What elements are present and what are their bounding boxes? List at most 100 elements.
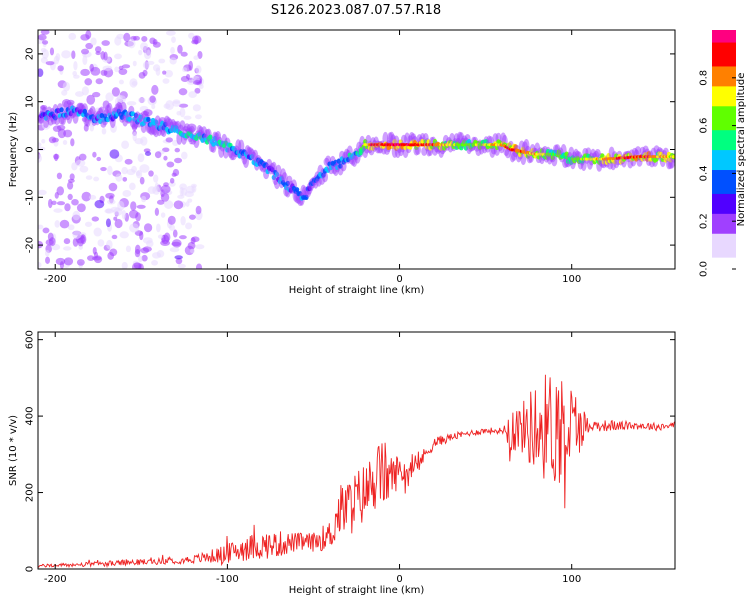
spectrogram-noise-cell	[178, 88, 188, 96]
spectrogram-noise-cell	[79, 165, 89, 173]
spectrogram-noise-cell	[107, 199, 116, 205]
spectrogram-noise-cell	[91, 216, 100, 222]
spectrogram-noise-cell	[191, 39, 199, 45]
spectrogram-noise-cell	[106, 239, 113, 250]
spectrogram-noise-cell	[49, 47, 55, 56]
spectrogram-noise-cell	[38, 154, 42, 163]
spectrogram-noise-cell	[67, 193, 73, 201]
spectrogram-noise-cell	[61, 50, 71, 59]
spectrogram-noise-cell	[77, 237, 84, 247]
spectrogram-noise-cell	[100, 166, 107, 172]
spectrogram-noise-cell	[53, 55, 60, 65]
spectrogram-noise-cell	[100, 51, 106, 60]
top-y-tick-label: 20	[25, 48, 36, 61]
spectrogram-ridge-cell	[59, 107, 64, 113]
spectrogram-noise-cell	[138, 49, 143, 56]
spectrogram-noise-cell	[62, 140, 68, 145]
top-y-tick-label: 0	[25, 146, 36, 152]
spectrogram-ridge-cell	[208, 134, 213, 140]
colorbar-swatch	[712, 241, 736, 246]
spectrogram-noise-cell	[41, 40, 49, 45]
spectrogram-noise-cell	[180, 216, 186, 226]
colorbar-swatch	[712, 57, 736, 63]
colorbar-swatch	[712, 153, 736, 159]
spectrogram-noise-cell	[94, 46, 102, 53]
colorbar-swatch	[712, 81, 736, 87]
colorbar-swatch	[712, 245, 736, 250]
colorbar-tick-label: 0.0	[699, 261, 710, 277]
spectrogram-noise-cell	[42, 227, 50, 234]
spectrogram-noise-cell	[139, 176, 145, 185]
bottom-frame	[37, 331, 676, 570]
spectrogram-noise-cell	[38, 142, 42, 147]
spectrogram-noise-cell	[81, 86, 89, 96]
spectrogram-noise-cell	[38, 262, 42, 268]
spectrogram-noise-cell	[185, 222, 193, 230]
spectrogram-noise-cell	[48, 198, 53, 209]
spectrogram-noise-cell	[180, 75, 190, 82]
colorbar-swatch	[712, 189, 736, 194]
spectrogram-noise-cell	[56, 201, 66, 206]
colorbar-swatch	[712, 129, 736, 135]
spectrogram-noise-cell	[53, 208, 63, 213]
spectrogram-noise-cell	[131, 165, 137, 173]
colorbar-swatch	[712, 105, 736, 111]
spectrogram-noise-cell	[133, 35, 140, 41]
spectrogram-noise-cell	[163, 155, 168, 161]
spectrogram-noise-cell	[102, 65, 113, 71]
colorbar-swatch	[712, 73, 736, 79]
spectrogram-noise-cell	[40, 57, 48, 64]
spectrogram-noise-cell	[76, 203, 86, 213]
top-y-tick-label: 10	[25, 95, 36, 108]
spectrogram-halo-cell	[551, 155, 558, 167]
bottom-y-tick-label: 600	[25, 330, 36, 349]
spectrogram-noise-cell	[187, 198, 193, 203]
spectrogram-noise-cell	[121, 140, 130, 150]
spectrogram-noise-cell	[197, 50, 203, 59]
spectrogram-noise-cell	[129, 209, 139, 219]
spectrogram-noise-cell	[56, 124, 66, 131]
colorbar-swatch	[712, 209, 736, 214]
spectrogram-noise-cell	[198, 84, 204, 89]
spectrogram-noise-cell	[165, 30, 176, 36]
colorbar-swatch	[712, 197, 736, 202]
colorbar-swatch	[712, 221, 736, 226]
spectrogram-noise-cell	[95, 78, 103, 85]
spectrogram-noise-cell	[48, 237, 56, 247]
colorbar-swatch	[712, 77, 736, 83]
spectrogram-noise-cell	[86, 94, 96, 105]
spectrogram-noise-cell	[175, 257, 183, 265]
spectrogram-noise-cell	[62, 81, 71, 92]
spectrogram-noise-cell	[105, 208, 112, 214]
spectrogram-noise-cell	[179, 235, 187, 240]
spectrogram-noise-cell	[164, 200, 174, 209]
spectrogram-noise-cell	[89, 63, 94, 72]
figure-title: S126.2023.087.07.57.R18	[271, 3, 441, 18]
bottom-x-tick-label: -100	[216, 574, 239, 585]
spectrogram-noise-cell	[67, 224, 75, 231]
colorbar-swatch	[712, 217, 736, 222]
spectrogram-noise-cell	[85, 42, 94, 50]
spectrogram-noise-cell	[90, 37, 97, 46]
spectrogram-halo-cell	[281, 172, 288, 184]
top-y-axis-label: Frequency (Hz)	[8, 112, 19, 188]
colorbar-swatch	[712, 261, 736, 266]
spectrogram-noise-cell	[117, 200, 125, 211]
spectrogram-noise-cell	[155, 67, 161, 76]
colorbar-swatch	[712, 113, 736, 119]
colorbar-swatch	[712, 45, 736, 51]
spectrogram-noise-cell	[114, 53, 122, 60]
colorbar-swatch	[712, 141, 736, 147]
spectrogram-noise-cell	[195, 244, 205, 250]
spectrogram-noise-cell	[151, 84, 159, 95]
spectrogram-noise-cell	[67, 181, 74, 190]
spectrogram-noise-cell	[129, 223, 140, 233]
spectrogram-noise-cell	[51, 200, 57, 206]
spectrogram-noise-cell	[56, 172, 63, 180]
bottom-x-tick-label: -200	[44, 574, 67, 585]
colorbar-swatch	[712, 253, 736, 258]
bottom-x-tick-label: 100	[562, 574, 581, 585]
spectrogram-halo-cell	[98, 106, 105, 116]
spectrogram-noise-cell	[108, 182, 118, 192]
